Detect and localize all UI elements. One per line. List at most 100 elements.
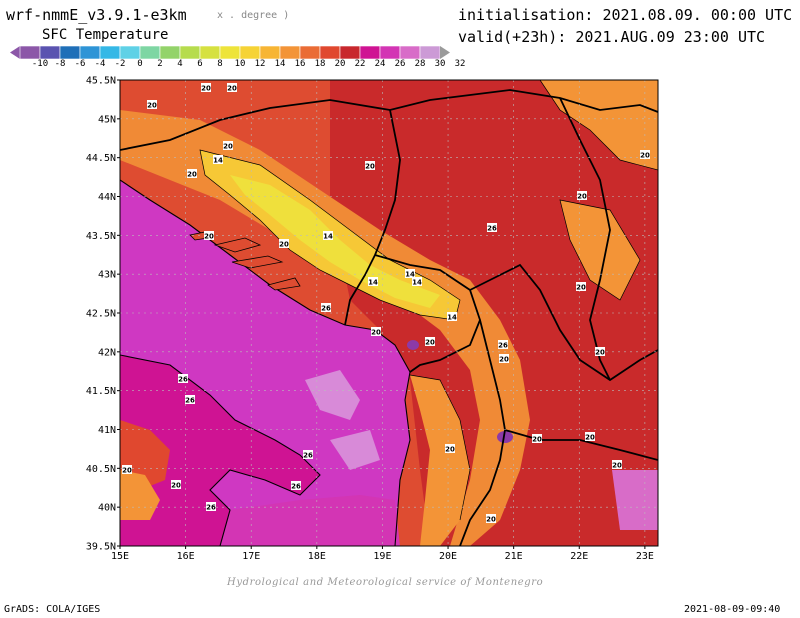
contour-label-box xyxy=(147,100,157,109)
lat-label: 40N xyxy=(98,503,116,514)
contour-label-box xyxy=(187,169,197,178)
lat-label: 45.5N xyxy=(86,76,116,87)
land-orange-patch xyxy=(540,80,658,170)
island xyxy=(213,237,262,253)
contour-label: 20 xyxy=(445,446,455,454)
contour-line xyxy=(559,199,641,301)
contour-label-box xyxy=(201,83,211,92)
contour-label-box xyxy=(585,432,595,441)
contour-label-box xyxy=(368,277,378,286)
contour-label-box xyxy=(447,312,457,321)
lat-label: 40.5N xyxy=(86,464,116,475)
timestamp-label: 2021-08-09-09:40 xyxy=(684,604,781,615)
colorbar-tick-label: 6 xyxy=(197,59,203,69)
contour-label-box xyxy=(122,465,132,474)
contour-label-box xyxy=(612,460,622,469)
island xyxy=(231,255,284,269)
valid-time: valid(+23h): 2021.AUG.09 23:00 UTC xyxy=(458,28,766,46)
contour-label-box xyxy=(227,83,237,92)
contour-label-box xyxy=(178,374,188,383)
contour-label: 26 xyxy=(178,376,188,384)
contour-label: 14 xyxy=(412,279,422,287)
contour-label: 20 xyxy=(486,516,496,524)
country-border xyxy=(504,429,658,461)
lat-label: 41.5N xyxy=(86,386,116,397)
lon-label: 16E xyxy=(177,551,195,562)
colorbar-tick-label: 16 xyxy=(294,59,306,69)
contour-label-box xyxy=(365,161,375,170)
lake-ohrid xyxy=(497,431,513,443)
contour-label: 26 xyxy=(206,504,216,512)
contour-label-box xyxy=(213,155,223,164)
contour-label: 20 xyxy=(204,233,214,241)
colorbar-tick-label: 32 xyxy=(454,59,466,69)
lat-label: 44N xyxy=(98,192,116,203)
contour-label: 20 xyxy=(365,163,375,171)
contour-label: 20 xyxy=(201,85,211,93)
contour-label: 14 xyxy=(323,233,333,241)
contour-label-box xyxy=(498,340,508,349)
contour-label: 20 xyxy=(576,284,586,292)
contour-label-box xyxy=(291,481,301,490)
colorbar-tick-label: -2 xyxy=(114,59,126,69)
lon-label: 18E xyxy=(308,551,326,562)
lake-shkoder xyxy=(407,340,419,350)
ionian-sea xyxy=(220,495,400,546)
country-border xyxy=(459,319,506,546)
contour-label: 14 xyxy=(447,314,457,322)
colorbar-arrow-left xyxy=(10,46,20,59)
lat-label: 42N xyxy=(98,347,116,358)
contour-label: 20 xyxy=(279,241,289,249)
colorbar-tick-label: 8 xyxy=(217,59,223,69)
contour-label-box xyxy=(279,239,289,248)
aegean-sea xyxy=(612,470,658,530)
land-orange-patch xyxy=(560,200,640,300)
lon-label: 23E xyxy=(636,551,654,562)
colorbar-tick-label: 20 xyxy=(334,59,346,69)
contour-label-box xyxy=(323,231,333,240)
coastline xyxy=(120,354,321,546)
colorbar-tick-label: 0 xyxy=(137,59,143,69)
colorbar-tick-label: 14 xyxy=(274,59,286,69)
contour-label: 20 xyxy=(371,329,381,337)
contour-label-box xyxy=(223,141,233,150)
contour-label: 20 xyxy=(499,356,509,364)
colorbar-tick-label: 28 xyxy=(414,59,426,69)
units-label: x . degree ) xyxy=(217,10,290,21)
colorbar-tick-label: 22 xyxy=(354,59,366,69)
colorbar-tick-label: -6 xyxy=(74,59,86,69)
sea-light-patch xyxy=(305,370,360,420)
lat-label: 39.5N xyxy=(86,542,116,553)
island xyxy=(267,277,301,291)
contour-line xyxy=(539,80,658,171)
initialisation-time: initialisation: 2021.08.09. 00:00 UTC xyxy=(458,6,793,24)
contour-label-box xyxy=(412,277,422,286)
contour-label-box xyxy=(499,354,509,363)
colorbar-tick-label: 4 xyxy=(177,59,183,69)
contour-label-box xyxy=(303,450,313,459)
lon-label: 21E xyxy=(505,551,523,562)
contour-label: 26 xyxy=(303,452,313,460)
field-title: SFC Temperature xyxy=(42,27,169,43)
contour-label: 20 xyxy=(595,349,605,357)
colorbar-tick-label: 18 xyxy=(314,59,326,69)
country-border xyxy=(120,89,658,151)
lat-label: 43N xyxy=(98,270,116,281)
contour-label: 20 xyxy=(147,102,157,110)
lat-label: 42.5N xyxy=(86,309,116,320)
contour-label-box xyxy=(640,150,650,159)
lon-label: 20E xyxy=(439,551,457,562)
colorbar-tick-label: 24 xyxy=(374,59,386,69)
contour-label: 20 xyxy=(612,462,622,470)
contour-label-box xyxy=(532,434,542,443)
contour-label-box xyxy=(425,337,435,346)
contour-label-box xyxy=(486,514,496,523)
colorbar-tick-label: -4 xyxy=(94,59,106,69)
colorbar-ticks: -10 -8 -6 -4 -2 0 2 4 6 8 10 12 14 16 18 20 22 24 26 28 30 32 xyxy=(10,59,466,71)
contour-label: 20 xyxy=(171,482,181,490)
colorbar-tick-label: -10 xyxy=(31,59,49,69)
italy-orange-land xyxy=(120,470,160,520)
lat-label: 44.5N xyxy=(86,153,116,164)
contour-label: 20 xyxy=(425,339,435,347)
contour-label-box xyxy=(171,480,181,489)
